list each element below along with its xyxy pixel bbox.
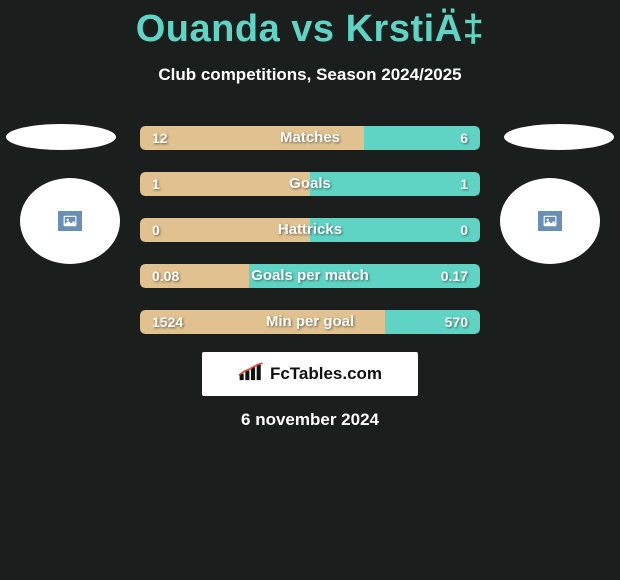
stat-row: 1524570Min per goal xyxy=(140,310,480,334)
brand-badge[interactable]: FcTables.com xyxy=(202,352,418,396)
stat-row: 0.080.17Goals per match xyxy=(140,264,480,288)
stat-label: Goals xyxy=(140,172,480,196)
brand-text: FcTables.com xyxy=(270,364,382,384)
player-avatar-left xyxy=(20,178,120,264)
stat-label: Matches xyxy=(140,126,480,150)
decorative-ellipse-right xyxy=(504,124,614,150)
chart-bars-icon xyxy=(238,361,264,388)
stat-row: 00Hattricks xyxy=(140,218,480,242)
stat-row: 126Matches xyxy=(140,126,480,150)
stat-label: Min per goal xyxy=(140,310,480,334)
stat-label: Goals per match xyxy=(140,264,480,288)
stat-row: 11Goals xyxy=(140,172,480,196)
player-avatar-right xyxy=(500,178,600,264)
page-title: Ouanda vs KrstiÄ‡ xyxy=(0,0,620,51)
stats-container: 126Matches 11Goals 00Hattricks 0.080.17Goal… xyxy=(140,126,480,356)
decorative-ellipse-left xyxy=(6,124,116,150)
page-subtitle: Club competitions, Season 2024/2025 xyxy=(0,65,620,85)
placeholder-image-icon xyxy=(538,211,562,231)
stat-label: Hattricks xyxy=(140,218,480,242)
placeholder-image-icon xyxy=(58,211,82,231)
comparison-date: 6 november 2024 xyxy=(0,410,620,430)
